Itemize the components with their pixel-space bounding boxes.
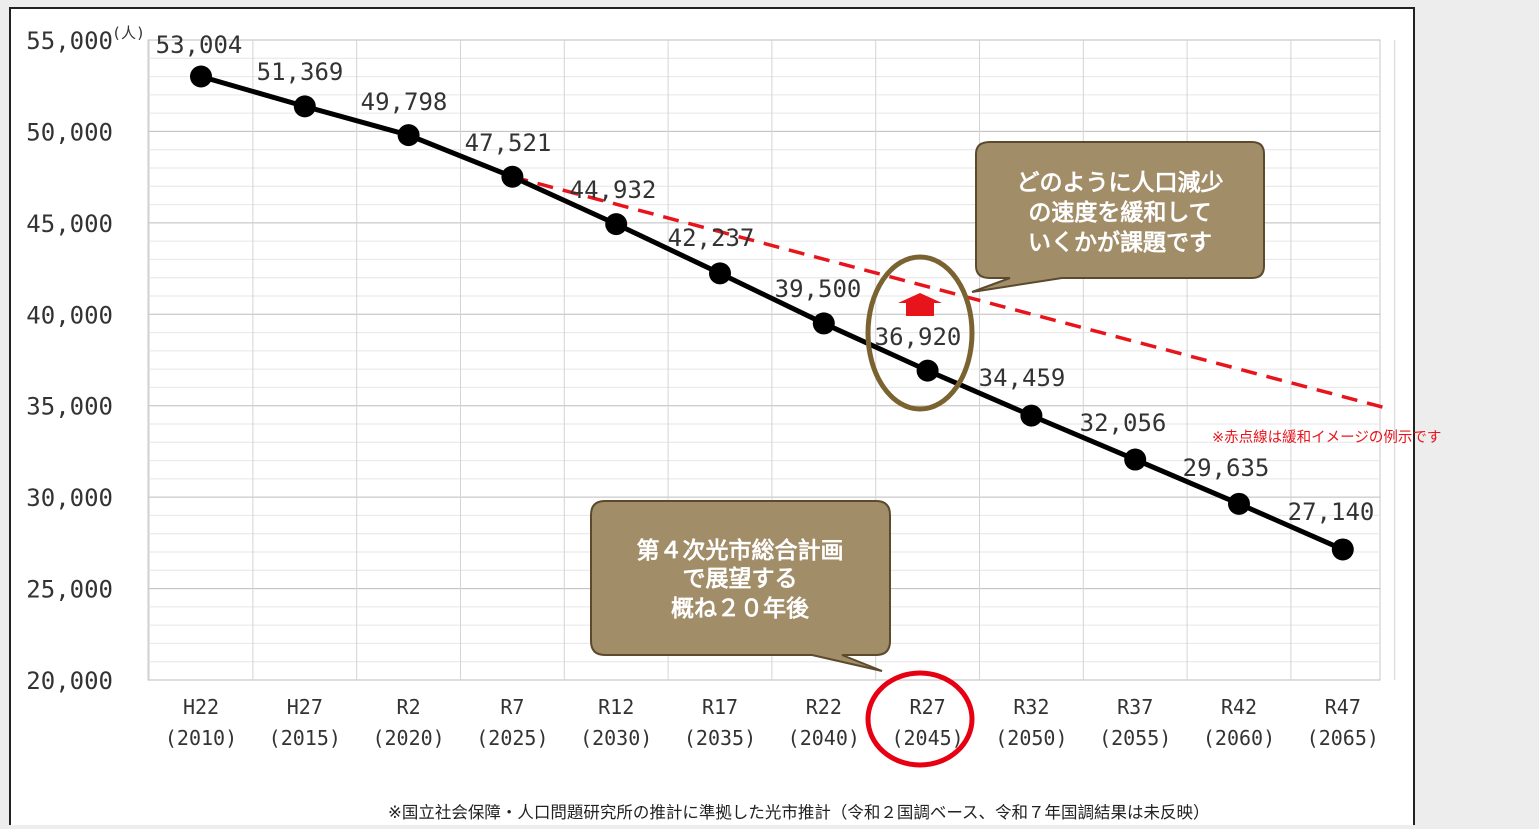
data-label: 49,798 xyxy=(361,88,448,116)
data-label: 47,521 xyxy=(465,129,552,157)
callout-bottom-line-2: で展望する xyxy=(683,566,798,592)
mitigation-dashed-segment xyxy=(511,175,1385,410)
y-tick-label: 25,000 xyxy=(26,576,113,604)
data-point xyxy=(293,95,316,118)
data-point xyxy=(1331,538,1354,561)
callout-top-line-3: いくかが課題です xyxy=(1028,229,1212,256)
x-tick-label-era: R37 xyxy=(1117,695,1153,719)
data-labels: 53,004 51,369 49,798 47,521 44,932 42,237 39,5… xyxy=(156,31,1375,526)
y-tick-label: 35,000 xyxy=(26,393,113,421)
x-tick-label-era: R22 xyxy=(806,695,842,719)
data-point xyxy=(501,165,524,188)
x-tick-label-era: R17 xyxy=(702,695,738,719)
data-label: 27,140 xyxy=(1288,498,1375,526)
x-tick-label-era: R42 xyxy=(1221,695,1257,719)
red-dashed-note: ※赤点線は緩和イメージの例示です xyxy=(1212,429,1441,446)
x-tick-label-era: H27 xyxy=(287,695,323,719)
y-tick-label: 20,000 xyxy=(26,667,113,695)
y-tick-label: 30,000 xyxy=(26,484,113,512)
x-tick-label-era: R47 xyxy=(1325,695,1361,719)
up-arrow-icon xyxy=(898,293,942,316)
data-point xyxy=(916,359,939,382)
series-line xyxy=(200,74,1344,552)
callout-top-line-1: どのように人口減少 xyxy=(1017,170,1224,196)
x-tick-label-year: (2035) xyxy=(684,726,756,750)
data-label: 42,237 xyxy=(668,224,755,252)
callout-top: どのように人口減少 の速度を緩和して いくかが課題です xyxy=(971,141,1265,293)
mitigation-dashed-line xyxy=(511,175,1385,410)
x-tick-label-era: R7 xyxy=(500,695,524,719)
callout-bottom-line-1: 第４次光市総合計画 xyxy=(637,537,844,564)
x-tick-label-year: (2010) xyxy=(165,726,237,750)
data-point xyxy=(1124,448,1147,471)
x-tick-label-era: R32 xyxy=(1013,695,1049,719)
x-axis: H22 (2010) H27 (2015) R2 (2020) R7 (2025) R12 (20… xyxy=(165,695,1379,750)
data-point xyxy=(812,312,835,335)
data-label: 29,635 xyxy=(1183,454,1270,482)
x-tick-label-year: (2025) xyxy=(476,726,548,750)
x-tick-label-era: R2 xyxy=(397,695,421,719)
data-label: 32,056 xyxy=(1080,409,1167,437)
x-tick-label-year: (2060) xyxy=(1203,726,1275,750)
highlight-ellipse xyxy=(865,254,975,412)
data-point xyxy=(1020,404,1043,427)
data-label: 53,004 xyxy=(156,31,243,59)
data-label: 44,932 xyxy=(570,176,657,204)
x-tick-label-year: (2050) xyxy=(995,726,1067,750)
x-tick-label-era: R12 xyxy=(598,695,634,719)
data-point xyxy=(397,124,420,147)
x-tick-label-year: (2055) xyxy=(1099,726,1171,750)
callout-bottom-line-3: 概ね２０年後 xyxy=(671,595,810,622)
callout-top-line-2: の速度を緩和して xyxy=(1028,199,1211,226)
population-series xyxy=(190,65,1354,561)
data-point xyxy=(1228,492,1250,515)
data-label: 34,459 xyxy=(979,364,1066,392)
y-tick-label: 55,000 xyxy=(26,27,113,55)
x-tick-label-era: H22 xyxy=(183,695,219,719)
x-tick-label-year: (2020) xyxy=(372,726,444,750)
x-tick-label-year: (2065) xyxy=(1307,726,1379,750)
x-tick-label-year: (2030) xyxy=(580,726,652,750)
data-point xyxy=(605,213,628,236)
data-point xyxy=(190,65,212,88)
data-label: 51,369 xyxy=(257,58,344,86)
y-tick-label: 50,000 xyxy=(26,118,113,146)
x-tick-label-year: (2040) xyxy=(788,726,860,750)
callout-bottom: 第４次光市総合計画 で展望する 概ね２０年後 xyxy=(590,500,891,672)
y-unit-label: (人) xyxy=(112,24,145,42)
y-tick-label: 45,000 xyxy=(26,210,113,238)
x-tick-label-era: R27 xyxy=(910,695,946,719)
x-tick-label-year: (2015) xyxy=(269,726,341,750)
source-note: ※国立社会保障・人口問題研究所の推計に準拠した光市推計（令和２国調ベース、令和７… xyxy=(388,803,1210,822)
data-label: 39,500 xyxy=(775,275,862,303)
y-tick-label: 40,000 xyxy=(26,301,113,329)
y-axis: 55,000 50,000 45,000 40,000 35,000 30,000 25,0… xyxy=(26,27,113,695)
data-point xyxy=(709,262,731,285)
highlight-circle-r27 xyxy=(865,670,975,768)
data-label: 36,920 xyxy=(875,323,962,351)
x-tick-label-year: (2045) xyxy=(891,726,963,750)
